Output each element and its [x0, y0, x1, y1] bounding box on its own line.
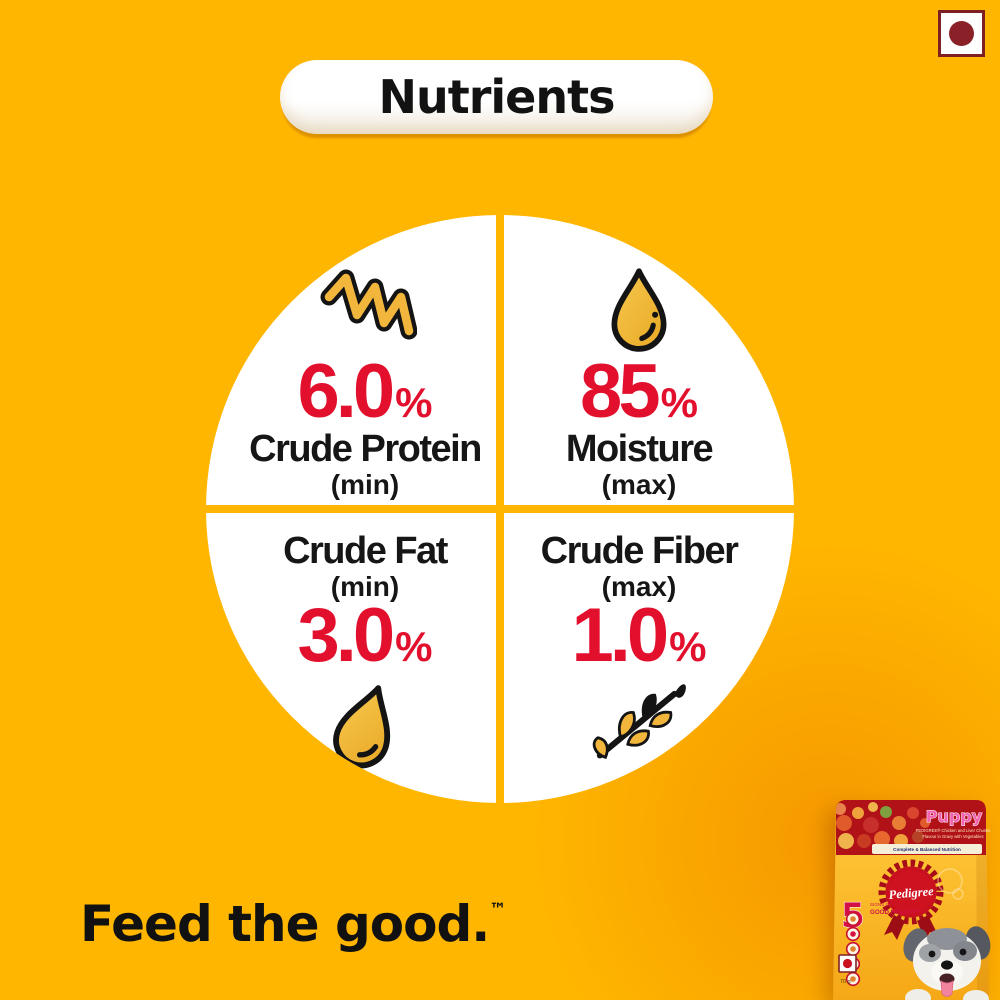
percent-sign: %: [669, 623, 707, 670]
claim-line1: SIGNS OF: [870, 902, 892, 907]
quadrant-crude-protein: 6.0 % Crude Protein (min): [206, 215, 496, 505]
wheat-icon: [589, 679, 689, 761]
nutrient-qualifier: (max): [601, 469, 677, 500]
pouch-banner-text: Complete & Balanced Nutrition: [893, 847, 961, 852]
nutrient-qualifier: (max): [601, 571, 677, 602]
page-title: Nutrients: [378, 70, 615, 124]
quadrant-moisture: 85 % Moisture (max): [504, 215, 794, 505]
pouch-banner: [872, 844, 982, 854]
nutrient-value-row: 85 %: [580, 349, 698, 435]
nutrient-value: 1.0: [571, 593, 669, 678]
nutrients-title-badge: Nutrients: [280, 60, 713, 134]
nutrients-wheel: 6.0 % Crude Protein (min): [206, 215, 794, 803]
pedigree-rosette: Pedigree: [878, 859, 944, 940]
nonveg-dot: [949, 21, 974, 46]
nutrient-value: 6.0: [297, 349, 395, 435]
nutrient-value-row: 6.0 %: [297, 349, 433, 435]
percent-sign: %: [395, 379, 433, 427]
percent-sign: %: [395, 623, 433, 670]
nutrient-qualifier: (min): [330, 469, 400, 500]
nutrient-label: Crude Protein: [249, 428, 482, 470]
wheel-divider-horizontal: [206, 505, 794, 513]
nutrient-value-row: 1.0 %: [571, 593, 707, 678]
five-signs-claim: 5 SIGNS OF GOOD HEALTH™: [841, 896, 921, 987]
nutrient-label: Crude Fat: [283, 530, 448, 572]
trademark-symbol: ™: [489, 900, 507, 920]
nonveg-mark-icon: [938, 10, 985, 57]
water-drop-icon: [603, 265, 675, 357]
kibble-spiral-icon: [313, 267, 418, 355]
nutrient-value-row: 3.0 %: [297, 593, 433, 678]
brand-tagline: Feed the good.™: [80, 895, 507, 953]
nutrient-qualifier: (min): [330, 571, 400, 602]
nutrient-value: 3.0: [297, 593, 395, 678]
claim-line2: GOOD HEALTH™: [870, 909, 921, 916]
pouch-brand-logo: Pedigree: [888, 884, 935, 902]
pouch-description-line2: Flavour in Gravy with Vegetables: [922, 834, 983, 839]
health-sign-icons: [845, 911, 861, 987]
nutrient-label: Crude Fiber: [540, 530, 739, 572]
quadrant-crude-fat: Crude Fat (min) 3.0 %: [206, 513, 496, 803]
percent-sign: %: [660, 379, 698, 427]
pedigree-pouch-image: Puppy PEDIGREE® Chicken and Liver Chunks…: [826, 795, 996, 1000]
quadrant-crude-fiber: Crude Fiber (max) 1.0 %: [504, 513, 794, 803]
puppy-photo: [903, 926, 991, 1000]
oil-drop-icon: [328, 679, 402, 775]
nutrient-label: Moisture: [565, 428, 714, 470]
pouch-description-line1: PEDIGREE® Chicken and Liver Chunks: [916, 828, 991, 833]
pouch-range-label: Puppy: [926, 807, 983, 826]
nutrient-value: 85: [580, 349, 661, 435]
pouch-nonveg-dot: [842, 958, 853, 969]
pouch-net-weight: 70 g: [840, 979, 851, 985]
